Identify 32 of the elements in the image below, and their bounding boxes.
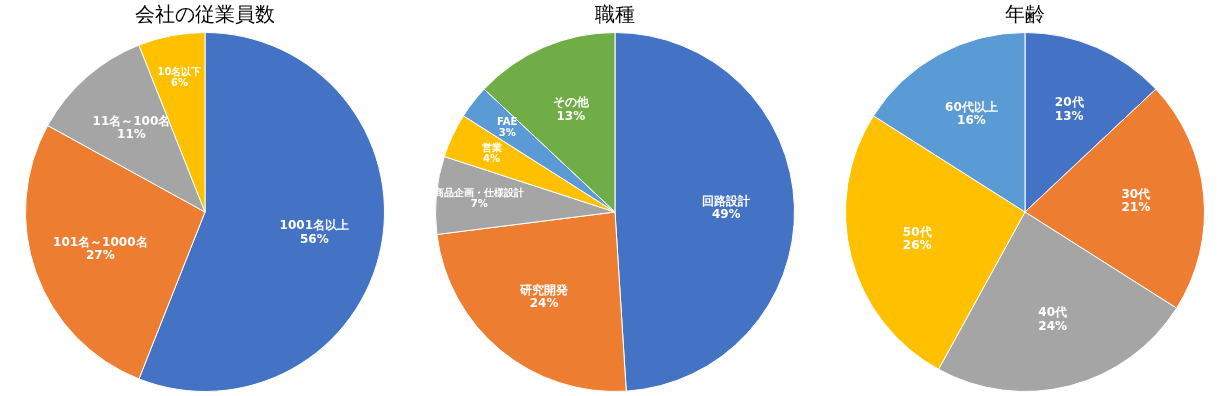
data-label: 7% [470,198,488,210]
slice-label: 40代 [1038,305,1068,320]
slice-label: 30代 [1121,187,1151,202]
slice-label: 研究開発 [519,283,569,298]
slice-label: 50代 [902,225,932,240]
chart-title: 会社の従業員数 [135,2,275,27]
slice-label: その他 [552,95,590,110]
chart-title: 年齢 [1005,2,1045,27]
slice-label: FAE [497,116,518,128]
data-label: 26% [902,238,932,253]
data-label: 6% [170,77,188,89]
data-label: 4% [483,153,501,165]
data-label: 11% [117,127,146,142]
slice-label: 1001名以上 [279,218,350,233]
slice-label: 60代以上 [945,100,998,114]
data-label: 16% [957,113,986,128]
data-label: 13% [1054,108,1084,123]
data-label: 24% [1038,318,1068,333]
data-label: 13% [556,108,586,123]
slice-label: 20代 [1054,95,1084,110]
chart-title: 職種 [595,2,635,27]
slice-label: 101名～1000名 [53,235,148,250]
slice-label: 10名以下 [157,66,202,78]
data-label: 49% [711,207,741,222]
data-label: 24% [529,296,559,311]
data-label: 3% [498,127,516,139]
data-label: 56% [299,231,329,246]
slice-label: 11名～100名 [92,114,171,129]
data-label: 27% [85,248,115,263]
slice-label: 回路設計 [702,194,751,209]
data-label: 21% [1121,200,1151,215]
slice-label: 営業 [481,142,502,154]
